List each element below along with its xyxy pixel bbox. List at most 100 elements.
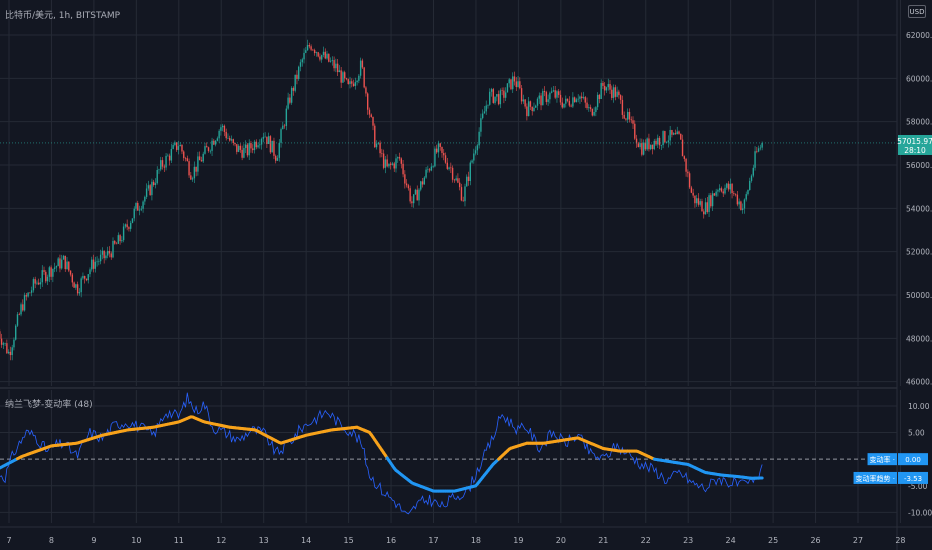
candle-body [634,123,636,139]
candle-body [34,279,36,284]
candle-body [743,199,746,209]
candle-body [363,67,365,88]
candle-body [593,111,595,116]
candle-body [439,143,441,147]
candle-body [278,142,280,158]
currency-button[interactable]: USD [908,5,926,18]
candle-body [312,49,314,51]
candle-body [149,185,151,196]
candle-body [2,343,5,345]
candle-body [200,160,203,162]
candle-body [556,91,558,98]
candle-body [614,87,617,97]
candle-body [287,97,289,109]
trend-value-tag [898,471,928,484]
candle-body [361,60,364,68]
candle-body [16,314,19,326]
candle-body [483,111,486,114]
candle-body [535,105,537,108]
candle-body [338,70,341,73]
candle-body [510,79,512,90]
x-tick-label: 15 [344,536,354,545]
candle-body [476,145,479,151]
candle-body [418,189,420,201]
candle-body [609,84,611,90]
candle-body [310,46,312,50]
candle-body [388,163,390,167]
candle-body [57,258,59,267]
candle-body [713,193,716,196]
candle-body [435,148,438,153]
candle-body [64,255,66,270]
candle-body [704,202,707,215]
candles-group [0,39,763,361]
candle-body [344,72,346,79]
candle-body [517,81,519,88]
candle-body [710,195,712,207]
candle-body [628,111,631,120]
y-tick-label: 50000.00 [906,291,932,300]
candle-body [430,166,433,171]
candle-body [4,343,6,344]
candle-body [106,250,109,256]
roc-value-tag [898,453,928,466]
candle-body [398,157,401,159]
candle-body [425,169,427,178]
candle-body [434,148,436,167]
candle-body [96,261,98,263]
candle-body [756,151,758,152]
candle-body [62,255,65,260]
candle-body [239,145,242,150]
x-tick-label: 14 [301,536,311,545]
candle-body [595,107,597,112]
candle-body [131,218,134,223]
candle-body [678,131,680,134]
candle-body [625,118,627,120]
candle-body [209,150,211,152]
candle-body [0,338,3,345]
candle-body [542,91,544,106]
candle-body [734,193,737,195]
y-tick-label: 54000.00 [906,204,932,213]
candle-body [577,98,579,100]
candle-body [220,127,222,131]
candle-body [140,208,143,210]
candle-body [30,290,33,293]
candle-body [94,261,97,269]
candle-body [7,351,10,354]
candle-body [69,270,72,275]
x-tick-label: 7 [6,536,11,545]
candle-body [329,60,332,62]
candle-body [515,81,517,88]
candle-body [450,167,452,169]
candle-body [695,198,698,204]
candle-body [400,158,403,164]
candle-body [98,261,100,262]
candle-body [547,99,549,102]
candle-body [259,144,261,146]
candle-body [453,179,456,181]
candle-body [25,295,28,297]
candle-body [229,138,231,141]
x-tick-label: 19 [513,536,523,545]
candle-body [545,92,548,102]
candle-body [437,143,440,153]
candle-body [471,160,473,163]
candle-body [669,129,671,141]
candle-body [455,178,457,181]
x-tick-label: 16 [386,536,396,545]
candle-body [717,190,719,192]
candle-body [165,155,167,168]
candle-body [428,169,431,171]
candle-body [112,240,114,258]
candle-body [126,224,128,228]
candle-body [91,259,93,270]
candle-body [596,94,599,108]
candle-body [267,136,270,145]
candle-body [490,89,493,92]
candle-body [750,175,753,181]
candle-body [0,331,1,339]
candle-body [244,144,247,148]
candle-body [374,125,376,148]
